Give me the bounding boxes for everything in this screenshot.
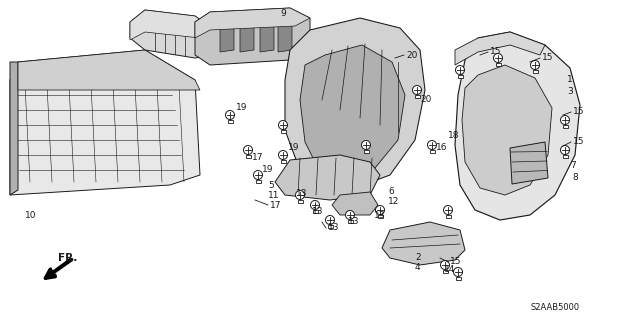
Bar — [563, 124, 568, 128]
Text: 13: 13 — [328, 224, 339, 233]
Polygon shape — [455, 32, 580, 220]
Circle shape — [456, 65, 465, 75]
Text: 19: 19 — [288, 144, 300, 152]
Circle shape — [362, 140, 371, 150]
Bar — [348, 219, 353, 222]
Polygon shape — [260, 18, 274, 52]
Circle shape — [278, 121, 287, 130]
Bar — [563, 154, 568, 158]
Circle shape — [376, 205, 385, 214]
Bar — [442, 270, 447, 272]
Text: 14: 14 — [444, 265, 456, 275]
Bar — [458, 75, 463, 78]
Polygon shape — [462, 65, 552, 195]
Text: 11: 11 — [268, 190, 280, 199]
Text: 17: 17 — [270, 201, 282, 210]
Bar — [415, 94, 419, 98]
Circle shape — [561, 145, 570, 154]
Text: 13: 13 — [312, 207, 323, 217]
Circle shape — [440, 261, 449, 270]
Circle shape — [253, 170, 262, 180]
Polygon shape — [195, 8, 310, 38]
Bar — [227, 120, 232, 122]
Bar — [429, 150, 435, 152]
Text: 20: 20 — [420, 95, 431, 105]
Circle shape — [531, 61, 540, 70]
Circle shape — [278, 151, 287, 160]
Text: 13: 13 — [374, 211, 385, 219]
Circle shape — [225, 110, 234, 120]
Polygon shape — [332, 192, 378, 215]
Bar — [298, 199, 303, 203]
Polygon shape — [285, 18, 425, 188]
Polygon shape — [300, 45, 405, 175]
Text: 12: 12 — [388, 197, 399, 206]
Polygon shape — [382, 222, 465, 265]
Bar — [445, 214, 451, 218]
Text: 6: 6 — [388, 188, 394, 197]
Text: 9: 9 — [280, 10, 285, 19]
Circle shape — [444, 205, 452, 214]
Text: 15: 15 — [450, 257, 461, 266]
Text: 19: 19 — [236, 103, 248, 113]
Circle shape — [346, 211, 355, 219]
Text: 3: 3 — [567, 87, 573, 97]
Text: 15: 15 — [573, 108, 584, 116]
Text: 4: 4 — [415, 263, 420, 272]
Text: 7: 7 — [570, 160, 576, 169]
Circle shape — [561, 115, 570, 124]
Circle shape — [326, 216, 335, 225]
Bar — [364, 150, 369, 152]
Bar — [280, 130, 285, 132]
Polygon shape — [130, 10, 215, 40]
Polygon shape — [455, 32, 545, 65]
Text: 17: 17 — [252, 153, 264, 162]
Text: 1: 1 — [567, 76, 573, 85]
Text: 13: 13 — [348, 218, 360, 226]
Polygon shape — [130, 10, 215, 58]
Circle shape — [493, 54, 502, 63]
Circle shape — [413, 85, 422, 94]
Text: 18: 18 — [448, 130, 460, 139]
Polygon shape — [240, 18, 254, 52]
Polygon shape — [278, 18, 292, 52]
Text: 20: 20 — [406, 50, 417, 60]
Text: 16: 16 — [436, 144, 447, 152]
Polygon shape — [510, 142, 548, 184]
Bar — [280, 160, 285, 162]
Polygon shape — [275, 155, 380, 200]
Polygon shape — [18, 50, 200, 90]
Text: 15: 15 — [490, 48, 502, 56]
Polygon shape — [10, 62, 18, 195]
Bar — [312, 210, 317, 212]
Text: FR.: FR. — [58, 253, 77, 263]
Polygon shape — [195, 8, 310, 65]
Circle shape — [428, 140, 436, 150]
Text: 5: 5 — [268, 181, 274, 189]
Text: 15: 15 — [542, 54, 554, 63]
Polygon shape — [220, 18, 234, 52]
Circle shape — [296, 190, 305, 199]
Circle shape — [243, 145, 253, 154]
Circle shape — [454, 268, 463, 277]
Text: 10: 10 — [25, 211, 36, 219]
Text: S2AAB5000: S2AAB5000 — [531, 303, 580, 313]
Text: 15: 15 — [573, 137, 584, 146]
Bar — [456, 277, 461, 279]
Bar — [328, 225, 333, 227]
Bar — [255, 180, 260, 182]
Text: 13: 13 — [296, 189, 307, 197]
Bar — [495, 63, 500, 65]
Bar — [378, 214, 383, 218]
Bar — [246, 154, 250, 158]
Text: 8: 8 — [572, 174, 578, 182]
Bar — [532, 70, 538, 72]
Text: 19: 19 — [262, 165, 273, 174]
Polygon shape — [10, 50, 200, 195]
Circle shape — [310, 201, 319, 210]
Text: 2: 2 — [415, 254, 420, 263]
